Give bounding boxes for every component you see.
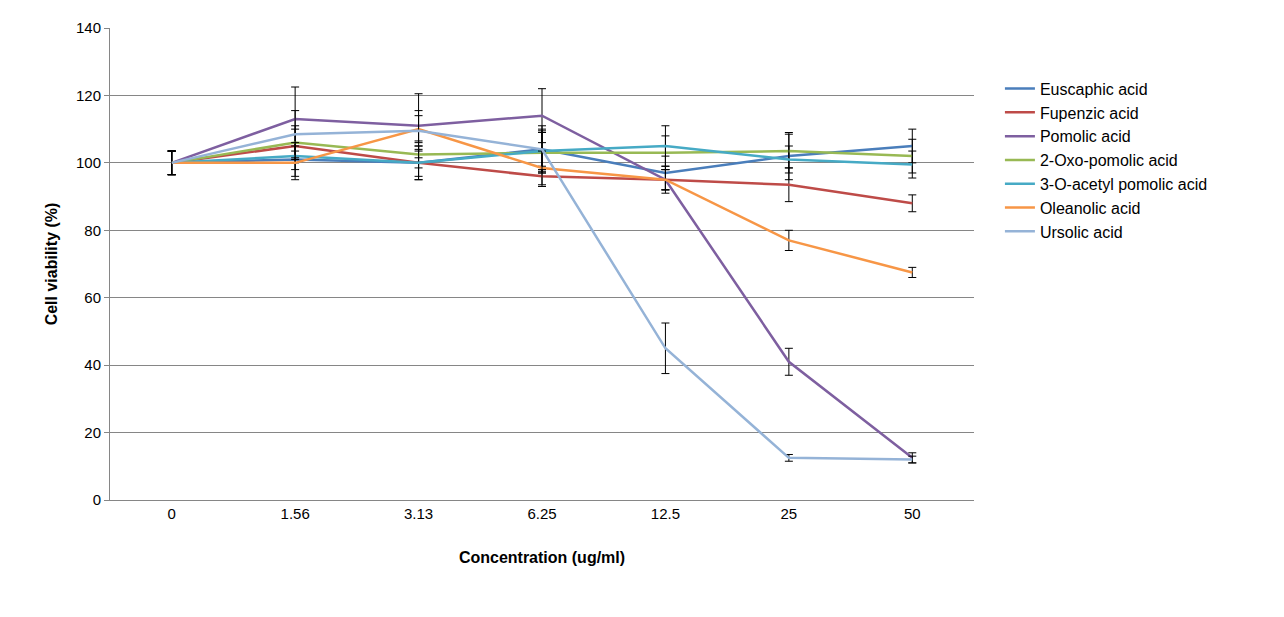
svg-text:Oleanolic acid: Oleanolic acid	[1040, 200, 1141, 217]
svg-text:Euscaphic acid: Euscaphic acid	[1040, 81, 1148, 98]
svg-text:Concentration (ug/ml): Concentration (ug/ml)	[459, 549, 625, 566]
svg-text:50: 50	[904, 505, 921, 522]
svg-text:0: 0	[93, 491, 101, 508]
svg-text:60: 60	[84, 289, 101, 306]
svg-text:20: 20	[84, 424, 101, 441]
svg-text:Cell viability (%): Cell viability (%)	[43, 203, 60, 326]
svg-text:Pomolic acid: Pomolic acid	[1040, 128, 1131, 145]
svg-text:25: 25	[781, 505, 798, 522]
svg-text:6.25: 6.25	[527, 505, 556, 522]
svg-text:Fupenzic acid: Fupenzic acid	[1040, 105, 1139, 122]
svg-text:140: 140	[76, 19, 101, 36]
svg-text:1.56: 1.56	[281, 505, 310, 522]
svg-text:3-O-acetyl pomolic acid: 3-O-acetyl pomolic acid	[1040, 176, 1207, 193]
svg-text:Ursolic acid: Ursolic acid	[1040, 224, 1123, 241]
svg-text:3.13: 3.13	[404, 505, 433, 522]
svg-text:12.5: 12.5	[651, 505, 680, 522]
svg-text:100: 100	[76, 154, 101, 171]
svg-text:2-Oxo-pomolic acid: 2-Oxo-pomolic acid	[1040, 152, 1178, 169]
svg-text:120: 120	[76, 87, 101, 104]
svg-text:80: 80	[84, 222, 101, 239]
svg-text:0: 0	[168, 505, 176, 522]
svg-text:40: 40	[84, 356, 101, 373]
